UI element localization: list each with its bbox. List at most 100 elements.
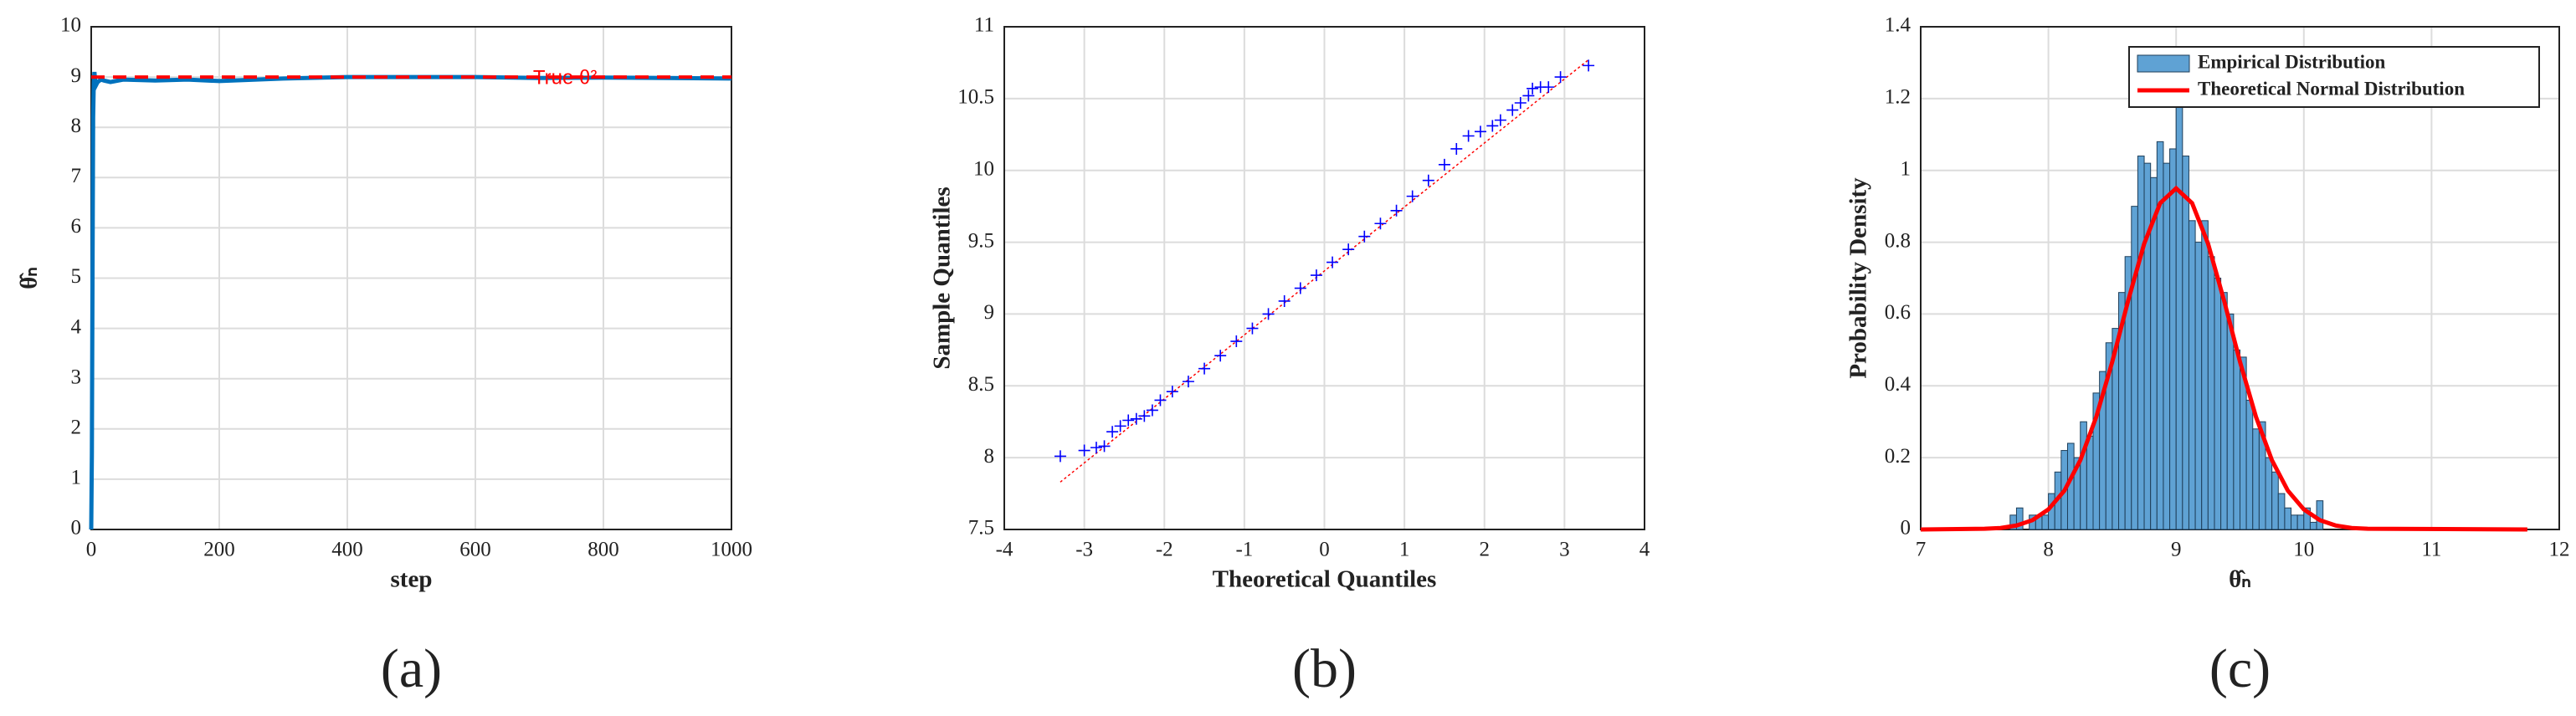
qq-point [1450,142,1463,155]
y-tick-label: 3 [71,366,82,388]
x-tick-label: 400 [331,539,363,561]
hist-bar [2143,162,2152,530]
hist-bar [2214,278,2222,530]
qq-point [1122,414,1135,427]
y-tick-label: 8 [71,115,82,137]
x-axis-label: θ̂ₙ [2229,566,2251,593]
qq-point [1462,130,1475,142]
x-tick-label: -3 [1075,539,1093,561]
hist-bar [2277,493,2286,530]
qq-point [1374,217,1387,230]
hist-bar [2265,457,2273,530]
hist-bar [2220,292,2228,530]
y-tick-label: 7.5 [968,517,994,540]
qq-point [1527,82,1539,95]
hist-bar [2169,148,2177,530]
qq-point [1166,386,1178,398]
hist-bar [2201,220,2209,530]
hist-bar [2252,428,2260,530]
y-tick-label: 0.2 [1885,445,1911,468]
hist-bar [2233,349,2241,530]
hist-bar [2015,507,2024,530]
qq-point [1278,294,1291,307]
x-tick-label: 10 [2293,539,2314,561]
hist-bar [2194,242,2203,530]
x-tick-label: 8 [2043,539,2054,561]
normal-curve [1920,185,2527,532]
hist-bar [2291,514,2298,530]
hist-bar [2188,220,2196,530]
x-tick-label: -4 [996,539,1013,561]
legend-box [2128,46,2540,108]
y-tick-label: 0 [71,517,82,540]
y-tick-label: 0.4 [1885,373,1911,396]
y-tick-label: 10 [973,157,994,180]
qq-point [1182,376,1194,388]
hist-bar [2284,507,2292,530]
qq-point [1494,114,1506,126]
y-tick-label: 4 [71,315,82,338]
y-axis-label: Sample Quantiles [929,187,956,369]
hist-bar [2296,514,2305,530]
hist-bar [2271,471,2279,530]
hist-bar [2207,256,2215,530]
panel-caption: (b) [1292,638,1357,699]
hist-bar [2137,156,2145,530]
legend-swatch [2137,54,2190,73]
qq-point [1146,404,1158,417]
x-tick-label: 11 [2421,539,2441,561]
qq-point [1214,350,1227,362]
x-tick-label: -2 [1156,539,1173,561]
y-axis-label: Probability Density [1845,177,1872,379]
y-tick-label: 9 [984,301,995,324]
y-tick-label: 0.8 [1885,229,1911,252]
qq-point [1090,442,1102,454]
y-tick-label: 8 [984,445,995,468]
y-tick-label: 1 [71,467,82,489]
qq-point [1326,256,1339,268]
hist-bar [2086,435,2094,530]
hist-bar [2316,500,2324,530]
x-tick-label: 1000 [711,539,752,561]
plot-frame [1003,26,1645,530]
hist-bar [2048,493,2055,530]
y-tick-label: 1.2 [1885,86,1911,109]
hist-bar [2175,105,2183,530]
x-axis-label: step [391,566,433,593]
x-tick-label: 0 [1319,539,1330,561]
qq-point [1514,97,1527,110]
qq-point [1114,420,1126,432]
qq-point [1390,204,1403,217]
y-tick-label: 6 [71,215,82,238]
x-tick-label: 600 [459,539,491,561]
y-tick-label: 1 [1901,157,1911,180]
qq-point [1358,230,1371,243]
hist-bar [2309,521,2317,530]
legend-label: Empirical Distribution [2198,51,2385,72]
y-tick-label: 0.6 [1885,301,1911,324]
y-tick-label: 1.4 [1885,14,1911,37]
x-tick-label: 2 [1480,539,1491,561]
qq-point [1054,450,1066,463]
y-tick-label: 10 [60,14,81,37]
hist-bar [2182,156,2189,530]
hist-bar [2131,206,2138,530]
qq-point [1246,322,1259,335]
qq-point [1522,90,1535,102]
qq-point [1106,426,1119,438]
x-tick-label: 3 [1559,539,1570,561]
y-tick-label: 0 [1901,517,1911,540]
qq-point [1130,412,1142,425]
qq-point [1474,125,1486,138]
qq-point [1406,190,1419,202]
qq-point [1554,71,1567,84]
qq-point [1294,282,1306,294]
hist-bar [2226,313,2235,530]
panel-caption: (c) [2209,638,2271,699]
y-axis-label: θ̂ₙ [16,267,43,289]
qq-point [1098,440,1111,453]
x-tick-label: -1 [1235,539,1253,561]
legend-label: Theoretical Normal Distribution [2198,78,2465,99]
qq-point [1583,59,1595,72]
